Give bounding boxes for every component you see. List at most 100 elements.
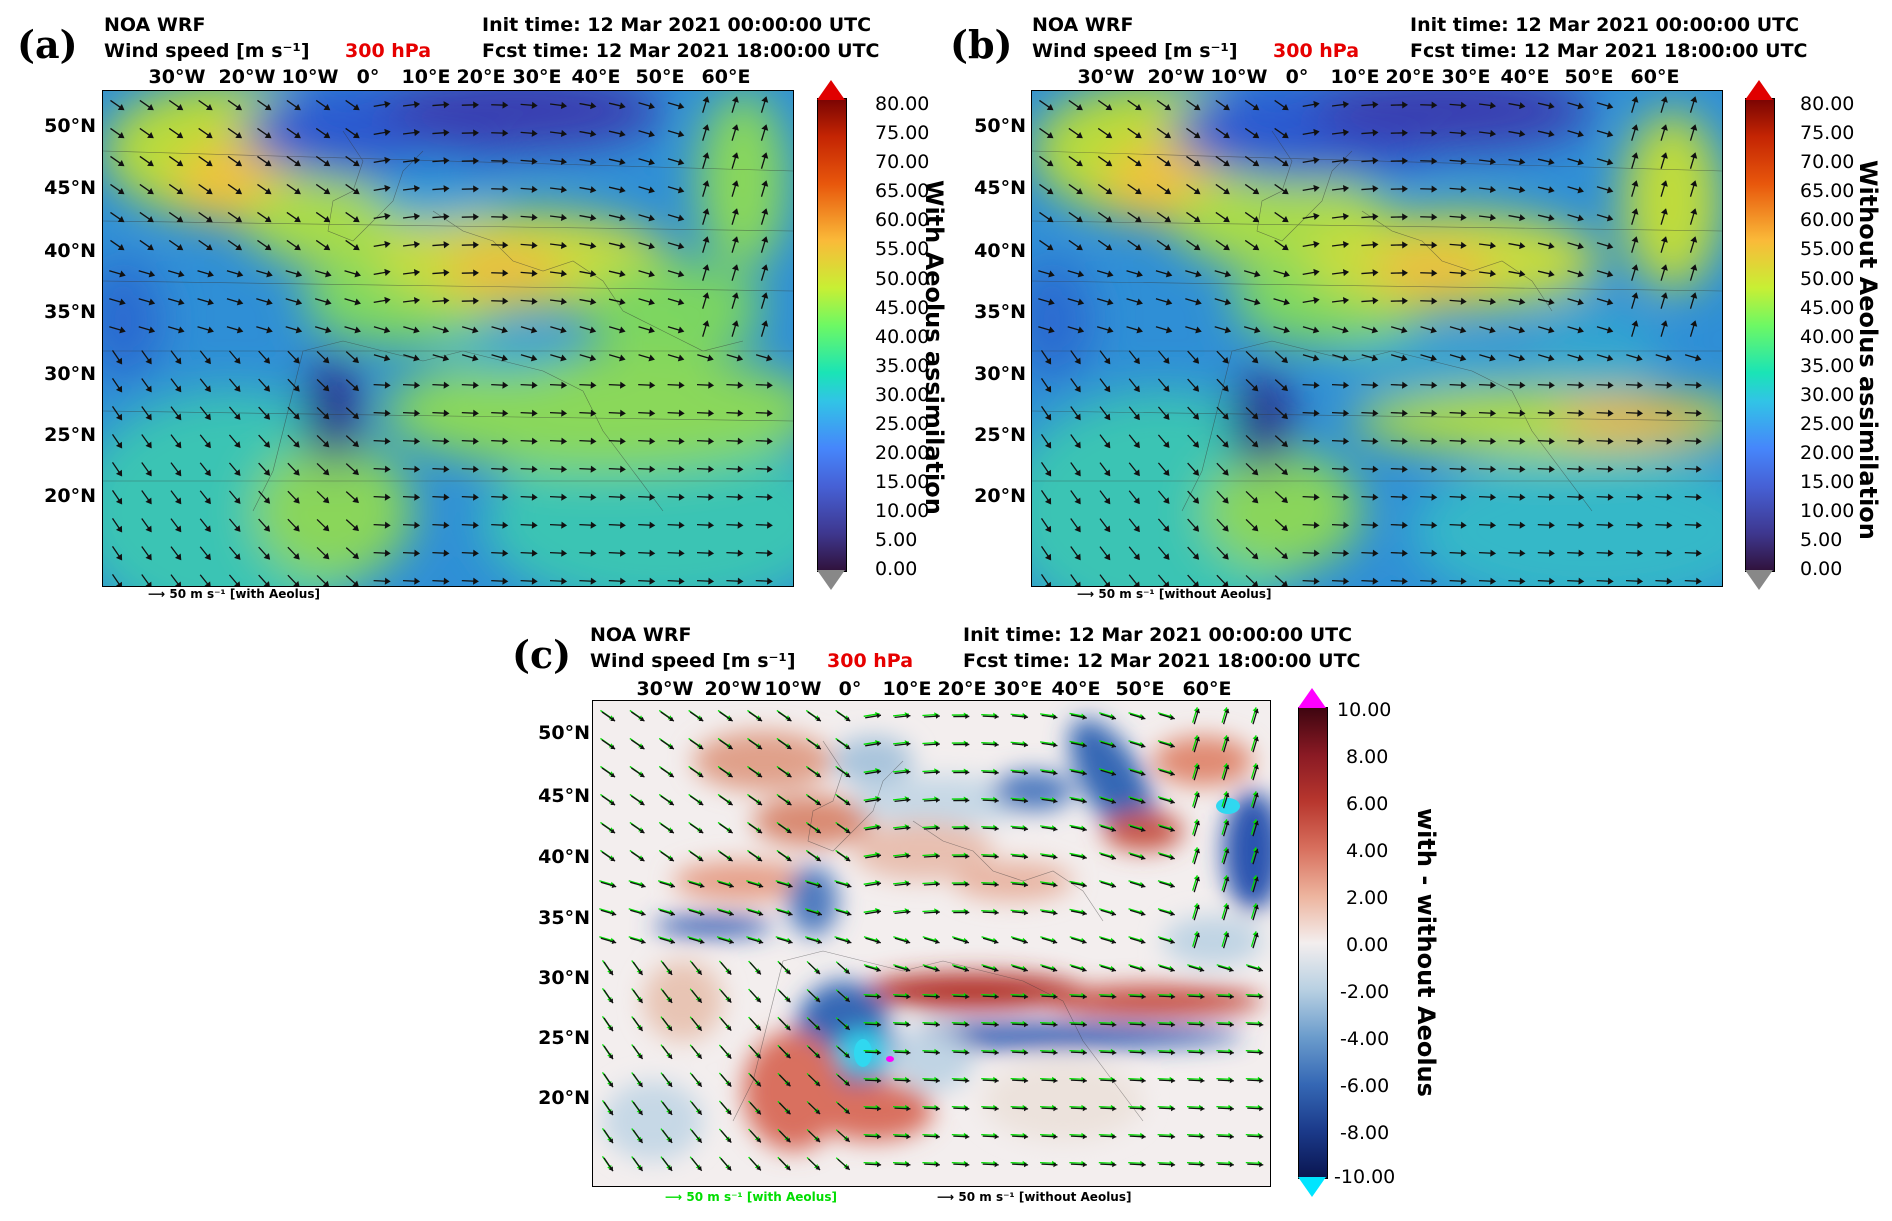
wind-vector-head [1258, 967, 1263, 973]
wind-vector-head [786, 800, 792, 806]
lon-label: 0° [356, 66, 380, 88]
wind-vector-head [264, 216, 272, 223]
wind-vector-head [1660, 96, 1668, 103]
wind-vector-head [667, 970, 673, 975]
wind-vector-head [174, 553, 182, 561]
wind-vector-head [670, 883, 675, 889]
wind-vector-head [1170, 855, 1175, 861]
wind-vector-head [1224, 876, 1230, 882]
wind-vector-head [590, 409, 597, 417]
wind-vector-head [1696, 409, 1702, 417]
wind-vector-head [204, 581, 211, 586]
wind-vector-head [1224, 932, 1230, 938]
wind-vector-head [906, 769, 911, 775]
wind-vector-head [1170, 827, 1175, 833]
wind-vector-head [1281, 580, 1288, 586]
wind-vector-head [352, 552, 359, 560]
wind-vector-head [994, 910, 999, 916]
wind-vector-head [1170, 1078, 1176, 1084]
wind-vector-head [293, 384, 300, 392]
wind-vector-head [935, 939, 940, 945]
wind-vector-head [876, 741, 881, 747]
lon-label: 10°W [1210, 66, 1268, 88]
wind-vector-head [619, 326, 626, 334]
wind-vector-head [1431, 101, 1438, 109]
wind-vector-head [1254, 270, 1261, 278]
wind-vector-head [1578, 437, 1585, 445]
wind-vector-head [145, 525, 152, 533]
lon-label: 0° [838, 678, 862, 700]
wind-vector-head [294, 216, 301, 223]
wind-vector-head [785, 969, 791, 975]
wind-vector-head [846, 939, 852, 945]
wind-vector-head [560, 185, 568, 193]
wind-vector-head [1053, 1162, 1058, 1168]
wind-vector-head [994, 1078, 999, 1084]
wind-vector-head [1402, 241, 1408, 249]
wind-vector-head [472, 354, 479, 362]
wind-vector-head [639, 772, 645, 778]
wind-vector-head [263, 441, 271, 448]
wind-vector-head [443, 185, 450, 193]
wind-vector-head [1631, 180, 1639, 187]
wind-vector-head [1252, 244, 1260, 251]
cbar-tick: 60.00 [1800, 209, 1855, 231]
wind-vector-head [1431, 549, 1438, 557]
wind-vector-head [117, 104, 125, 111]
wind-vector-head [1696, 381, 1702, 389]
wind-vector-head [757, 772, 763, 778]
cbar-tick: 20.00 [875, 442, 930, 464]
wind-vector-head [1607, 521, 1614, 529]
vector-key-without: ⟶ 50 m s⁻¹ [without Aeolus] [937, 1190, 1131, 1204]
wind-vector-head [1606, 158, 1614, 166]
wind-vector-head [264, 132, 272, 139]
wind-vector-head [325, 326, 332, 334]
colorbar-over-arrow [1745, 80, 1773, 100]
wind-vector-head [1048, 298, 1055, 306]
wind-vector-head [610, 772, 616, 778]
wind-vector-head [1518, 354, 1526, 362]
wind-vector-head [263, 357, 271, 364]
vector-key-label: 50 m s⁻¹ [without Aeolus] [1098, 587, 1272, 601]
wind-vector-head [263, 581, 270, 586]
wind-vector-head [677, 130, 685, 138]
wind-vector-head [648, 270, 655, 278]
wind-vector-head [1254, 932, 1259, 938]
wind-vector-head [786, 744, 792, 750]
wind-vector-head [204, 441, 211, 449]
wind-vector-head [965, 1022, 970, 1028]
wind-vector-head [384, 156, 391, 164]
wind-vector-head [590, 465, 597, 473]
wind-vector-head [502, 493, 509, 501]
wind-vector-head [204, 553, 211, 561]
wind-vector-head [322, 412, 330, 420]
wind-vector-head [608, 1054, 614, 1060]
wind-vector-head [1343, 493, 1350, 501]
wind-vector-head [1431, 129, 1438, 137]
wind-vector-head [758, 883, 764, 889]
wind-vector-head [965, 825, 970, 831]
wind-vector-head [1200, 1162, 1205, 1168]
wind-vector-head [1195, 326, 1202, 334]
wind-vector-head [115, 413, 123, 421]
wind-vector-head [1103, 553, 1111, 561]
wind-vector-head [1343, 465, 1350, 473]
wind-vector-head [1548, 242, 1555, 250]
wind-vector-head [204, 469, 211, 477]
wind-vector-head [648, 242, 655, 250]
wind-vector-head [1074, 581, 1081, 586]
wind-vector-head [619, 102, 626, 110]
wind-vector-head [1402, 101, 1408, 109]
wind-vector-head [845, 1053, 850, 1058]
wind-vector-head [1548, 186, 1555, 194]
wind-vector-head [1140, 827, 1146, 833]
wind-vector-head [1192, 357, 1200, 364]
wind-vector-head [649, 381, 656, 389]
wind-vector-head [1460, 549, 1467, 557]
wind-vector-head [1134, 244, 1142, 251]
wind-vector-head [876, 797, 881, 803]
wind-vector-head [767, 381, 773, 389]
wind-vector-head [1251, 468, 1259, 476]
wind-vector-head [413, 326, 420, 334]
wind-vector-head [1046, 244, 1054, 251]
